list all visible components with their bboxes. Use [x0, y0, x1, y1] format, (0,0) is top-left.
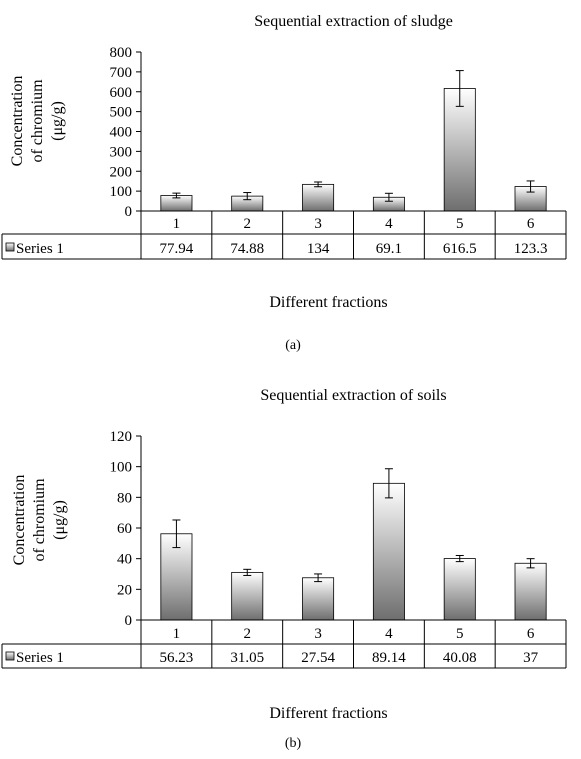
chart-title: Sequential extraction of soils	[260, 387, 446, 404]
x-tick-label: 6	[527, 216, 535, 232]
bar	[231, 571, 264, 621]
data-label: 74.88	[230, 241, 264, 257]
legend-label: Series 1	[16, 650, 64, 666]
y-tick-label: 800	[110, 45, 133, 61]
y-axis-label: of chromium	[29, 79, 46, 163]
y-tick-label: 60	[117, 521, 132, 537]
x-tick-label: 4	[385, 216, 393, 232]
y-tick-label: 120	[110, 429, 133, 445]
bar	[302, 183, 335, 212]
y-tick-label: 40	[117, 552, 132, 568]
bar	[302, 577, 335, 621]
bar	[514, 562, 547, 621]
y-axis-label: of chromium	[31, 478, 48, 562]
chart-title: Sequential extraction of sludge	[254, 13, 453, 30]
y-axis-label: (μg/g)	[51, 500, 68, 540]
data-label: 89.14	[372, 650, 406, 666]
data-label: 40.08	[443, 650, 477, 666]
bar	[160, 533, 193, 621]
legend-swatch	[5, 242, 15, 252]
data-label: 37	[523, 650, 539, 666]
data-label: 77.94	[160, 241, 194, 257]
x-tick-label: 5	[456, 626, 464, 642]
x-axis-label: Different fractions	[269, 705, 387, 722]
panel-label: (b)	[285, 736, 302, 751]
x-tick-label: 3	[314, 216, 322, 232]
data-label: 56.23	[160, 650, 194, 666]
y-tick-label: 400	[110, 125, 133, 141]
bar	[443, 558, 476, 621]
y-tick-label: 700	[110, 65, 133, 81]
x-tick-label: 6	[527, 626, 535, 642]
y-tick-label: 80	[117, 490, 132, 506]
bar	[372, 482, 405, 621]
chart-panel-a: Sequential extraction of sludge Concentra…	[1, 13, 567, 353]
y-axis-label: Concentration	[9, 76, 26, 167]
x-axis-label: Different fractions	[269, 294, 387, 311]
data-label: 27.54	[301, 650, 335, 666]
y-tick-label: 600	[110, 85, 133, 101]
y-tick-label: 0	[125, 204, 133, 220]
y-tick-label: 200	[110, 164, 133, 180]
y-tick-label: 100	[110, 460, 133, 476]
data-label: 31.05	[230, 650, 264, 666]
data-label: 123.3	[514, 241, 548, 257]
x-tick-label: 2	[244, 626, 252, 642]
x-tick-label: 2	[244, 216, 252, 232]
y-axis-label: Concentration	[11, 475, 28, 566]
x-tick-label: 3	[314, 626, 322, 642]
y-tick-label: 100	[110, 184, 133, 200]
x-tick-label: 1	[173, 626, 181, 642]
x-tick-label: 1	[173, 216, 181, 232]
y-axis-label: (μg/g)	[49, 101, 66, 141]
x-tick-label: 5	[456, 216, 464, 232]
x-tick-label: 4	[385, 626, 393, 642]
y-tick-label: 500	[110, 105, 133, 121]
panel-label: (a)	[285, 338, 301, 353]
data-label: 69.1	[376, 241, 402, 257]
chart-panel-b: Sequential extraction of soils Concentrat…	[1, 387, 567, 751]
y-tick-label: 20	[117, 582, 132, 598]
y-tick-label: 300	[110, 144, 133, 160]
data-label: 616.5	[443, 241, 477, 257]
y-tick-label: 0	[125, 613, 133, 629]
legend-label: Series 1	[16, 241, 64, 257]
legend-swatch	[5, 651, 15, 661]
data-label: 134	[307, 241, 330, 257]
bar	[443, 88, 476, 212]
